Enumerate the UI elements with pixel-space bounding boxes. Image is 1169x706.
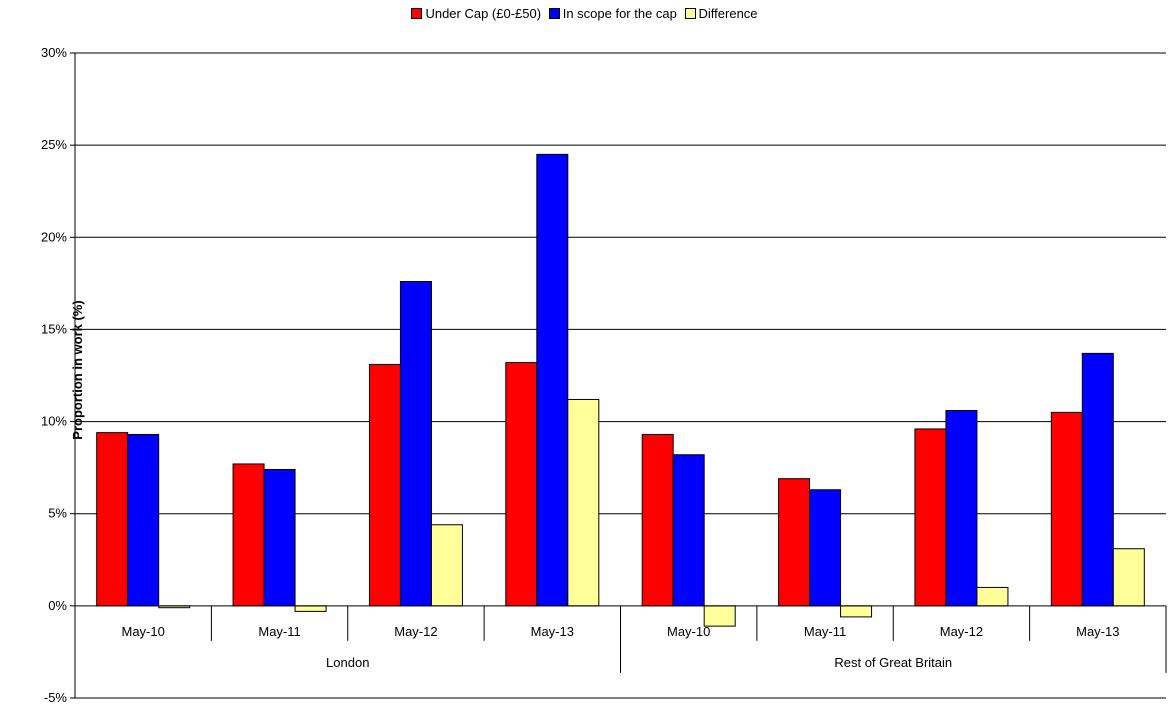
y-tick-label: -5% [44,690,68,705]
bar [127,433,160,607]
y-tick-label: 10% [41,414,67,429]
bar [1050,411,1083,607]
legend-swatch-blue [548,8,560,19]
legend-label-difference: Difference [698,6,758,21]
bar [536,153,569,607]
x-tick-label: May-12 [940,624,983,639]
y-tick-label: 25% [41,137,67,152]
group-label: London [326,655,369,670]
legend-label-in-scope: In scope for the cap [562,6,677,21]
bar [505,362,538,607]
x-tick-label: May-12 [394,624,437,639]
bar [430,524,463,607]
x-tick-label: May-10 [667,624,710,639]
bar [840,605,873,618]
legend-item-difference: Difference [684,6,758,21]
bar [368,363,401,607]
bar [1081,352,1114,607]
x-tick-label: May-11 [258,624,300,639]
bar [294,605,327,612]
legend-swatch-red [411,8,423,19]
bar [976,586,1009,607]
bar [914,428,947,607]
legend-item-under-cap: Under Cap (£0-£50) [411,6,541,21]
bar [1112,548,1145,607]
x-tick-label: May-13 [531,624,574,639]
bar [399,281,432,607]
bar [96,432,129,607]
x-tick-label: May-11 [804,624,846,639]
legend-item-in-scope: In scope for the cap [548,6,677,21]
bar [232,463,265,607]
bar [778,478,811,607]
bar [567,398,600,607]
legend-swatch-yellow [684,8,696,19]
y-tick-label: 30% [41,45,67,60]
bar [672,454,705,607]
bar [945,410,978,607]
y-tick-label: 0% [48,598,67,613]
y-tick-label: 20% [41,229,67,244]
chart-legend: Under Cap (£0-£50) In scope for the cap … [0,6,1169,22]
legend-label-under-cap: Under Cap (£0-£50) [425,6,542,21]
x-tick-label: May-13 [1076,624,1119,639]
bar [263,468,296,607]
y-tick-label: 5% [48,506,67,521]
x-tick-label: May-10 [122,624,165,639]
y-tick-label: 15% [41,321,67,336]
group-label: Rest of Great Britain [834,655,952,670]
bar [641,433,674,607]
bar [809,489,842,607]
